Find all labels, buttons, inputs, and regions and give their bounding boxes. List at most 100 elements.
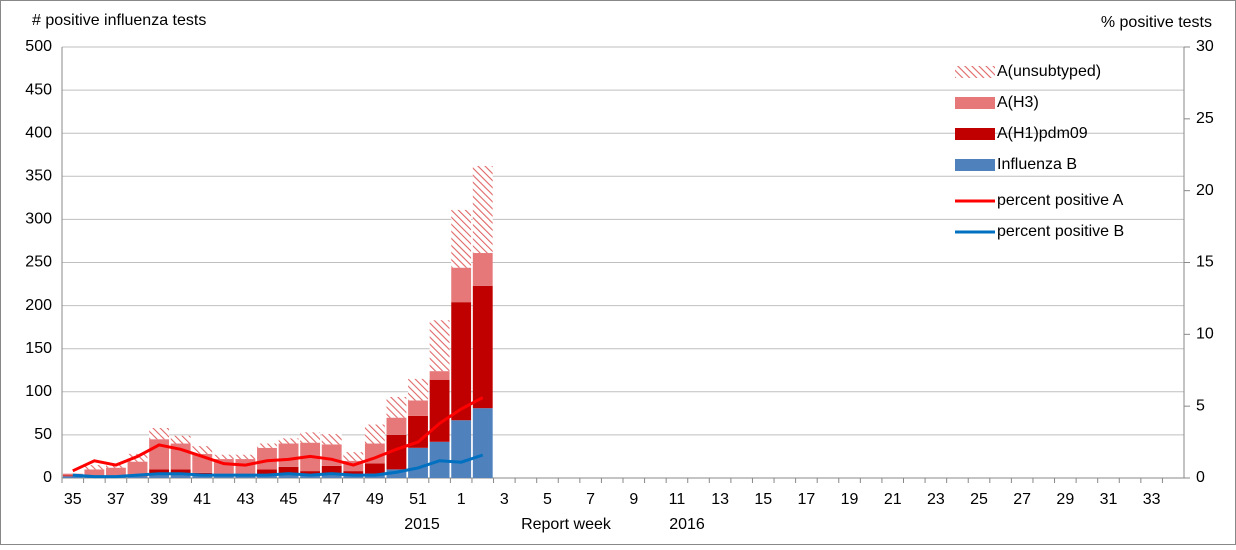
y-tick-label: 50 xyxy=(34,426,52,443)
x-tick-label: 39 xyxy=(150,491,168,508)
year-label: 2015 xyxy=(404,516,440,533)
bar-segment xyxy=(364,424,385,444)
y-tick-label: 350 xyxy=(25,168,52,185)
bar-segment xyxy=(149,469,170,474)
y-tick-label: 100 xyxy=(25,383,52,400)
bar-segment xyxy=(170,435,191,444)
bar-segment xyxy=(278,466,299,474)
bar-segment xyxy=(429,320,450,372)
bar-segment xyxy=(429,379,450,442)
bar-segment xyxy=(321,465,342,475)
x-tick-label: 13 xyxy=(711,491,729,508)
bar-segment xyxy=(386,396,407,418)
y2-axis-label: % positive tests xyxy=(1101,14,1212,31)
bar-segment xyxy=(149,473,170,478)
bar-segment xyxy=(343,475,364,478)
x-tick-label: 3 xyxy=(500,491,509,508)
y-tick-label: 500 xyxy=(25,38,52,55)
bar-segment xyxy=(62,473,83,476)
bar-segment xyxy=(257,447,277,470)
y2-tick-label: 0 xyxy=(1196,469,1205,486)
x-tick-label: 33 xyxy=(1143,491,1161,508)
x-tick-label: 31 xyxy=(1100,491,1118,508)
bar-segment xyxy=(472,253,493,286)
y-tick-label: 250 xyxy=(25,254,52,271)
bar-segment xyxy=(192,475,213,478)
legend-swatch xyxy=(955,128,995,140)
x-tick-label: 35 xyxy=(64,491,82,508)
legend-label: A(H1)pdm09 xyxy=(997,125,1088,142)
x-tick-label: 47 xyxy=(323,491,341,508)
x-tick-label: 51 xyxy=(409,491,427,508)
y2-tick-label: 5 xyxy=(1196,397,1205,414)
bar-segment xyxy=(321,434,342,445)
bar-segment xyxy=(472,408,493,478)
bar-segment xyxy=(278,443,299,467)
x-tick-label: 37 xyxy=(107,491,125,508)
y2-tick-label: 15 xyxy=(1196,254,1214,271)
legend-swatch xyxy=(955,159,995,171)
line-series xyxy=(72,453,484,479)
bar-segment xyxy=(127,461,148,475)
x-tick-label: 19 xyxy=(841,491,859,508)
legend-swatch xyxy=(955,66,995,78)
bar-segment xyxy=(192,446,213,454)
bar-segment xyxy=(451,267,472,303)
x-tick-label: 7 xyxy=(586,491,595,508)
x-tick-label: 9 xyxy=(629,491,638,508)
bar-segment xyxy=(343,452,364,461)
bar-segment xyxy=(408,400,428,416)
y-tick-label: 450 xyxy=(25,81,52,98)
bar-segment xyxy=(213,476,234,478)
x-tick-label: 45 xyxy=(280,491,298,508)
legend-swatch xyxy=(955,97,995,109)
legend-label: percent positive B xyxy=(997,223,1124,240)
y-axis-label: # positive influenza tests xyxy=(32,12,206,29)
bar-segment xyxy=(472,165,493,254)
y2-tick-label: 10 xyxy=(1196,326,1214,343)
bar-segment xyxy=(300,471,321,476)
bar-segment xyxy=(321,474,342,478)
x-tick-label: 27 xyxy=(1013,491,1031,508)
y-tick-label: 150 xyxy=(25,340,52,357)
x-axis-label: Report week xyxy=(521,516,612,533)
y-tick-label: 300 xyxy=(25,211,52,228)
bar-segment xyxy=(472,285,493,409)
x-tick-label: 43 xyxy=(237,491,255,508)
bar-segment xyxy=(127,476,148,478)
bar-segment xyxy=(84,465,105,470)
bar-segment xyxy=(300,432,321,443)
x-tick-label: 15 xyxy=(754,491,772,508)
y-tick-label: 0 xyxy=(43,469,52,486)
x-tick-label: 1 xyxy=(457,491,466,508)
y2-tick-label: 25 xyxy=(1196,110,1214,127)
bar-segment xyxy=(149,428,170,440)
x-tick-label: 21 xyxy=(884,491,902,508)
bar-segment xyxy=(343,471,364,476)
bar-segment xyxy=(300,475,321,478)
bar-segment xyxy=(278,473,299,478)
legend-label: A(unsubtyped) xyxy=(997,63,1101,80)
bar-segment xyxy=(408,447,428,478)
legend-label: A(H3) xyxy=(997,94,1039,111)
bar-segment xyxy=(235,454,256,460)
bar-segment xyxy=(451,209,472,268)
y-tick-label: 400 xyxy=(25,124,52,141)
bar-segment xyxy=(106,467,126,477)
bar-segment xyxy=(451,302,472,421)
bar-segment xyxy=(84,469,105,477)
legend-label: percent positive A xyxy=(997,192,1124,209)
bar-segment xyxy=(170,469,191,475)
bar-segment xyxy=(278,438,299,444)
bar-segment xyxy=(408,415,428,448)
x-tick-label: 5 xyxy=(543,491,552,508)
x-tick-label: 11 xyxy=(669,491,686,508)
y2-tick-label: 30 xyxy=(1196,38,1214,55)
legend-label: Influenza B xyxy=(997,156,1077,173)
bar-segment xyxy=(364,463,385,474)
x-tick-label: 49 xyxy=(366,491,384,508)
x-tick-label: 23 xyxy=(927,491,945,508)
bar-segment xyxy=(429,371,450,380)
line-series xyxy=(72,396,484,473)
